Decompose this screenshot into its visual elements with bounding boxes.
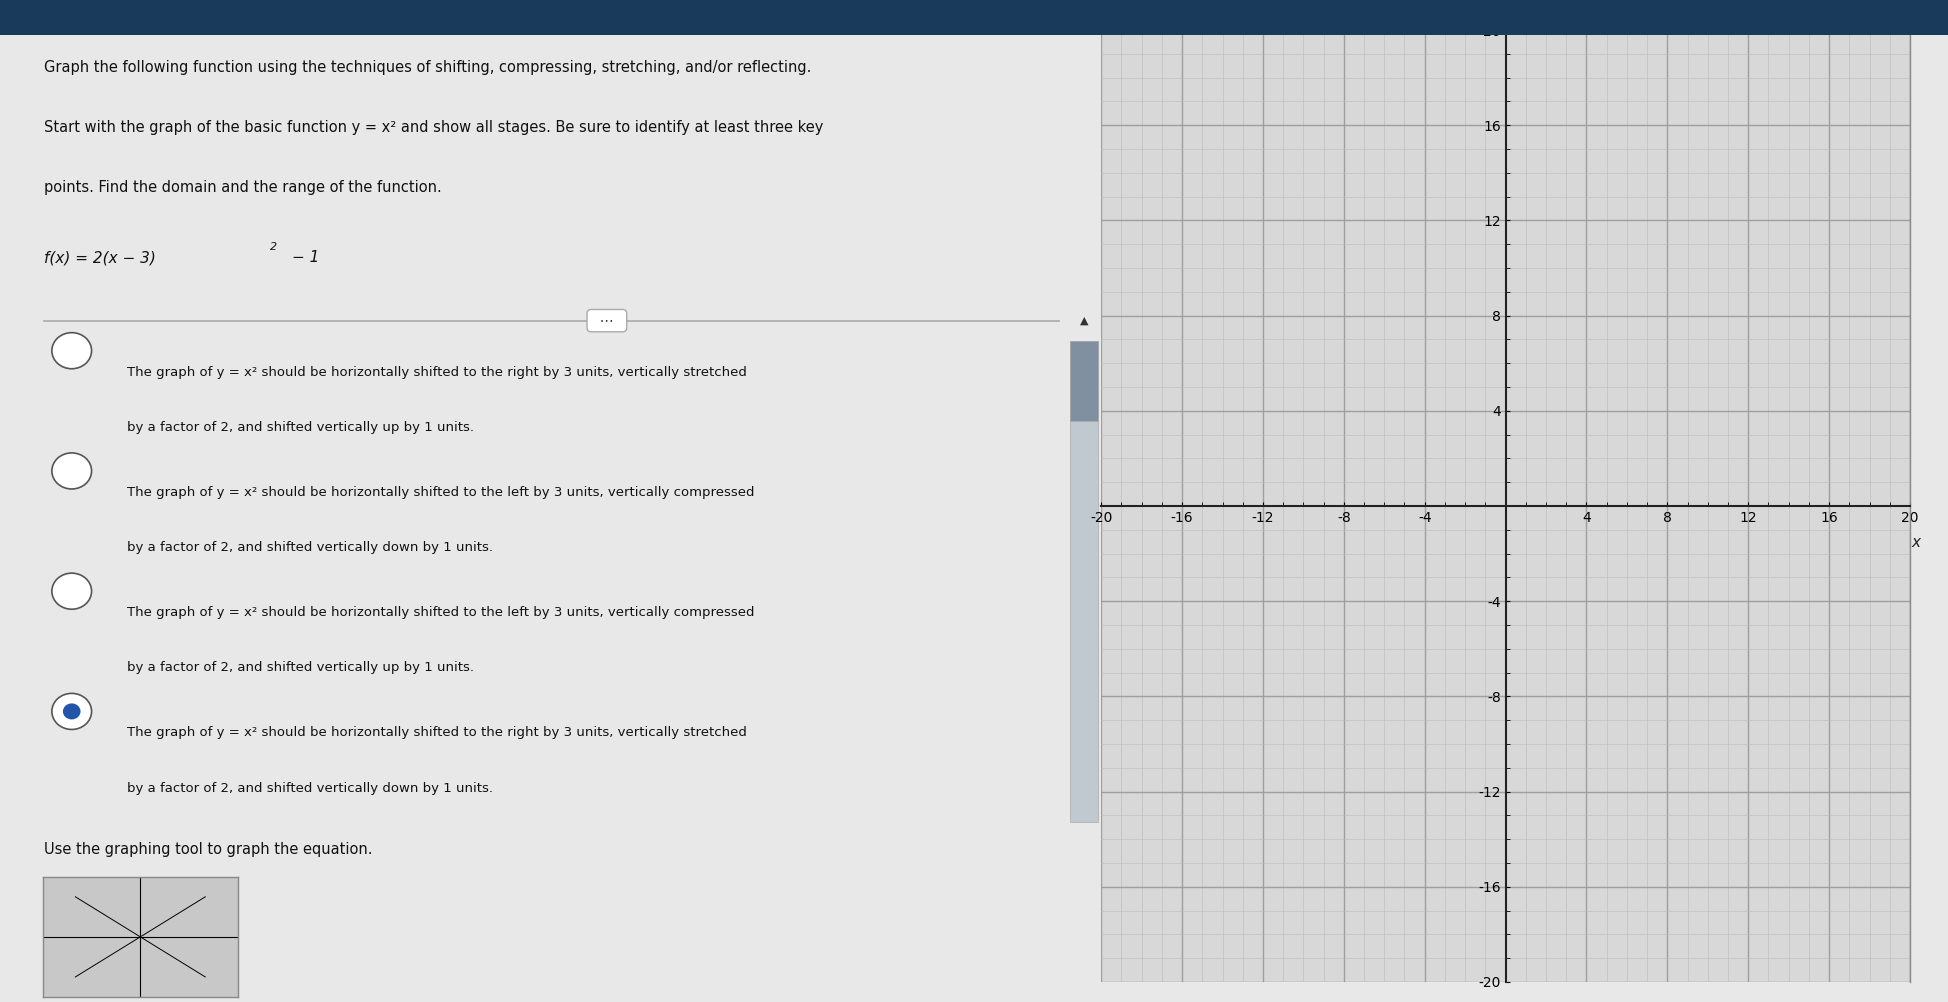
- Text: 2: 2: [271, 242, 277, 253]
- Circle shape: [53, 573, 92, 609]
- Text: by a factor of 2, and shifted vertically up by 1 units.: by a factor of 2, and shifted vertically…: [127, 421, 473, 434]
- Text: by a factor of 2, and shifted vertically down by 1 units.: by a factor of 2, and shifted vertically…: [127, 782, 493, 795]
- Text: The graph of y = x² should be horizontally shifted to the left by 3 units, verti: The graph of y = x² should be horizontal…: [127, 486, 754, 499]
- Text: Click to
enlarge
graph: Click to enlarge graph: [160, 897, 212, 943]
- Text: B.: B.: [74, 464, 90, 478]
- Text: x: x: [1911, 535, 1919, 549]
- Text: Use the graphing tool to graph the equation.: Use the graphing tool to graph the equat…: [45, 842, 372, 857]
- Text: f(x) = 2(x − 3): f(x) = 2(x − 3): [45, 250, 156, 266]
- Text: points. Find the domain and the range of the function.: points. Find the domain and the range of…: [45, 180, 442, 195]
- Text: Start with the graph of the basic function y = x² and show all stages. Be sure t: Start with the graph of the basic functi…: [45, 120, 824, 135]
- Text: y: y: [1521, 11, 1529, 26]
- Circle shape: [53, 333, 92, 369]
- Text: by a factor of 2, and shifted vertically down by 1 units.: by a factor of 2, and shifted vertically…: [127, 541, 493, 554]
- Circle shape: [53, 693, 92, 729]
- Text: C.: C.: [74, 584, 90, 598]
- Text: by a factor of 2, and shifted vertically up by 1 units.: by a factor of 2, and shifted vertically…: [127, 661, 473, 674]
- FancyBboxPatch shape: [1069, 341, 1097, 822]
- Text: ▲: ▲: [1079, 316, 1087, 326]
- Text: − 1: − 1: [292, 250, 319, 266]
- Text: The graph of y = x² should be horizontally shifted to the right by 3 units, vert: The graph of y = x² should be horizontal…: [127, 726, 746, 739]
- FancyBboxPatch shape: [1069, 341, 1097, 421]
- Text: The graph of y = x² should be horizontally shifted to the right by 3 units, vert: The graph of y = x² should be horizontal…: [127, 366, 746, 379]
- Text: D.: D.: [74, 704, 90, 718]
- Text: The graph of y = x² should be horizontally shifted to the left by 3 units, verti: The graph of y = x² should be horizontal…: [127, 606, 754, 619]
- Circle shape: [53, 453, 92, 489]
- Text: A.: A.: [74, 344, 88, 358]
- Circle shape: [62, 703, 80, 719]
- Text: ⋯: ⋯: [590, 314, 621, 328]
- Text: Graph the following function using the techniques of shifting, compressing, stre: Graph the following function using the t…: [45, 60, 810, 75]
- Text: ▼: ▼: [1079, 812, 1087, 822]
- Text: …: …: [1077, 495, 1089, 507]
